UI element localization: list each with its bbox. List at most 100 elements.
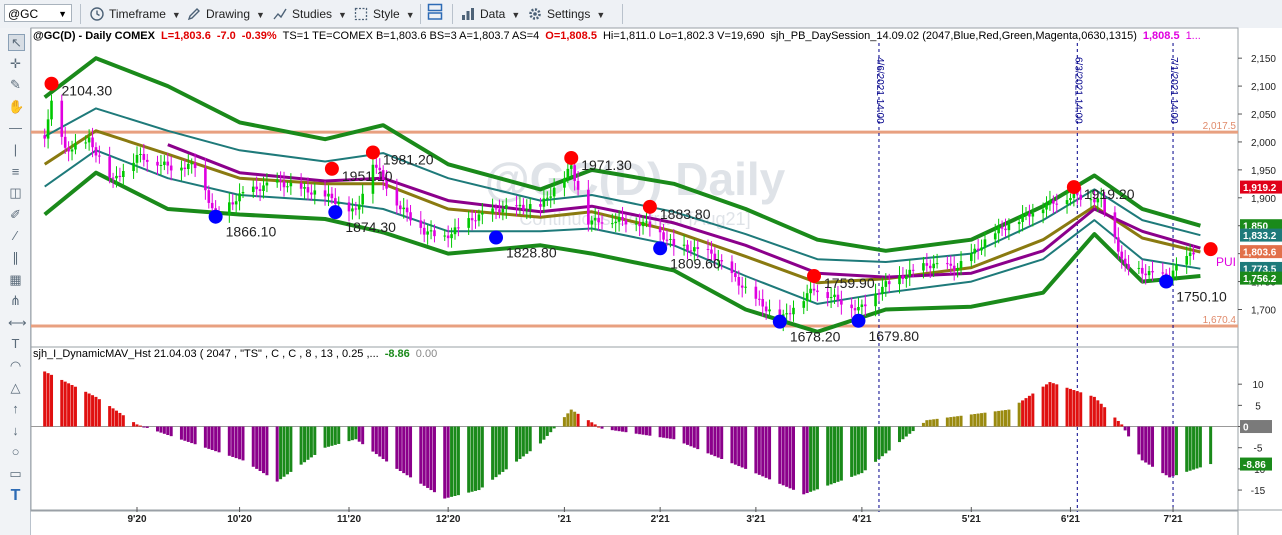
histogram-bar bbox=[227, 426, 231, 456]
price-bar-body bbox=[190, 163, 194, 165]
histogram-bar bbox=[1051, 383, 1055, 427]
histogram-bar bbox=[494, 426, 498, 478]
histogram-bar bbox=[634, 426, 638, 434]
vertical-line-icon[interactable]: | bbox=[13, 142, 18, 157]
time-axis-tick-label: 9'20 bbox=[127, 514, 147, 525]
brush-icon[interactable]: ✐ bbox=[10, 206, 21, 222]
channel-icon[interactable]: ∥ bbox=[12, 250, 19, 265]
price-bar-body bbox=[1045, 204, 1048, 210]
histogram-bar bbox=[94, 396, 98, 427]
level-icon[interactable]: ≡ bbox=[11, 163, 20, 179]
histogram-bar bbox=[525, 426, 529, 454]
cursor-icon[interactable]: ↖ bbox=[8, 34, 25, 51]
histogram-bar bbox=[829, 426, 833, 485]
histogram-bar bbox=[928, 419, 932, 427]
price-bar-body bbox=[641, 221, 645, 227]
grid-icon[interactable]: ▦ bbox=[9, 271, 22, 287]
studies-menu[interactable]: Studies ▼ bbox=[273, 3, 347, 25]
arrow-up-icon[interactable]: ↑ bbox=[12, 401, 19, 417]
price-bar-body bbox=[204, 168, 207, 191]
rectangle-icon[interactable]: ▭ bbox=[9, 466, 22, 481]
price-bar-body bbox=[313, 190, 317, 195]
histogram-bar bbox=[179, 426, 183, 440]
histogram-bar bbox=[330, 426, 334, 446]
histogram-bar bbox=[258, 426, 262, 471]
pivot-high-marker bbox=[642, 199, 657, 214]
histogram-bar bbox=[87, 393, 91, 427]
histogram-bar bbox=[521, 426, 525, 457]
oscillator-axis-tick-label: 5 bbox=[1255, 401, 1261, 412]
histogram-bar bbox=[497, 426, 501, 475]
ruler-icon[interactable]: ⟷ bbox=[8, 314, 27, 330]
layout-button[interactable] bbox=[427, 3, 448, 25]
histogram-bar bbox=[429, 426, 433, 491]
price-bar-body bbox=[193, 163, 197, 169]
triangle-icon[interactable]: △ bbox=[10, 379, 21, 395]
fibonacci-icon[interactable]: ◫ bbox=[9, 185, 22, 201]
histogram-bar bbox=[361, 426, 365, 445]
chart-header-field: 1,808.5 bbox=[1143, 30, 1180, 42]
arc-icon[interactable]: ◠ bbox=[9, 358, 22, 373]
oscillator-histogram bbox=[43, 371, 1213, 499]
price-bar-body bbox=[122, 171, 125, 177]
price-bar-body bbox=[829, 297, 833, 299]
text-tool-icon[interactable]: T bbox=[10, 486, 21, 504]
histogram-bar bbox=[880, 426, 884, 457]
histogram-bar bbox=[932, 419, 936, 427]
histogram-bar bbox=[238, 426, 242, 460]
chevron-down-icon: ▼ bbox=[405, 10, 415, 20]
text-icon[interactable]: T bbox=[11, 336, 20, 352]
histogram-bar bbox=[542, 426, 546, 440]
price-bar-body bbox=[409, 212, 412, 221]
arrow-down-icon[interactable]: ↓ bbox=[12, 422, 19, 438]
data-menu[interactable]: Data ▼ bbox=[461, 3, 520, 25]
price-bar-body bbox=[474, 220, 477, 222]
hand-icon[interactable]: ✋ bbox=[8, 98, 25, 114]
histogram-bar bbox=[450, 426, 454, 497]
price-bar-body bbox=[491, 208, 494, 213]
price-bar-body bbox=[522, 204, 525, 210]
time-axis-tick-label: 11'20 bbox=[337, 514, 362, 525]
price-bar-body bbox=[1017, 221, 1021, 225]
horizontal-line-icon[interactable]: — bbox=[9, 120, 22, 136]
histogram-bar bbox=[214, 426, 218, 452]
chart-watermark-subtitle: Continuous Contract [Aug21] bbox=[519, 209, 750, 229]
price-bar-body bbox=[645, 221, 648, 223]
pencil-icon[interactable]: ✎ bbox=[10, 77, 21, 93]
drawing-menu[interactable]: Drawing ▼ bbox=[187, 3, 265, 25]
time-axis-tick-label: 7'21 bbox=[1164, 514, 1184, 525]
price-bar-body bbox=[758, 298, 761, 300]
moving-average-line bbox=[167, 143, 1201, 279]
price-bar-body bbox=[1024, 213, 1028, 216]
pencil-icon bbox=[187, 6, 201, 21]
price-bar-body bbox=[310, 192, 313, 195]
pivot-high-marker bbox=[324, 161, 339, 176]
histogram-bar bbox=[778, 426, 782, 484]
price-bar-body bbox=[566, 168, 570, 179]
price-bar-body bbox=[935, 263, 939, 265]
price-bar-body bbox=[696, 247, 700, 249]
price-bar-body bbox=[908, 269, 912, 277]
price-badge-label: 1,803.6 bbox=[1243, 248, 1277, 259]
histogram-bar bbox=[491, 426, 495, 480]
style-icon bbox=[354, 6, 368, 21]
trendline-icon[interactable]: ⁄ bbox=[14, 228, 17, 244]
crosshair-icon[interactable]: ✛ bbox=[10, 55, 21, 71]
histogram-bar bbox=[73, 386, 77, 427]
style-menu[interactable]: Style ▼ bbox=[354, 3, 415, 25]
settings-menu[interactable]: Settings ▼ bbox=[528, 3, 605, 25]
chart-header-field: -0.39% bbox=[242, 30, 277, 42]
histogram-bar bbox=[443, 426, 447, 499]
pivot-low-label: 1750.10 bbox=[1176, 289, 1227, 305]
price-bar-body bbox=[744, 286, 747, 288]
timeframe-menu[interactable]: Timeframe ▼ bbox=[90, 3, 181, 25]
price-bar-body bbox=[1175, 264, 1178, 271]
price-bar-body bbox=[378, 167, 382, 171]
histogram-bar bbox=[453, 426, 457, 496]
price-badge bbox=[1240, 245, 1282, 259]
circle-icon[interactable]: ○ bbox=[11, 444, 20, 460]
price-bar-body bbox=[617, 216, 621, 222]
pitchfork-icon[interactable]: ⋔ bbox=[10, 293, 21, 309]
symbol-combobox[interactable]: @GC ▼ bbox=[4, 4, 72, 22]
